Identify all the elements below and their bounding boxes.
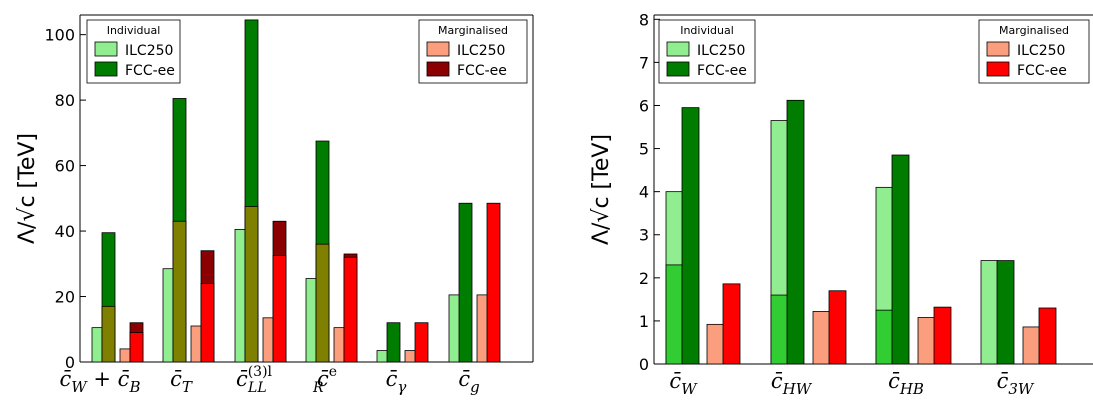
y-tick-label: 1 bbox=[639, 312, 649, 331]
legend-marginalised-label: FCC-ee bbox=[1017, 63, 1067, 79]
bar-3-2 bbox=[812, 311, 831, 365]
bar-3-1 bbox=[706, 323, 725, 365]
y-tick-label: 3 bbox=[639, 226, 649, 245]
legend-marginalised-label: ILC250 bbox=[1017, 43, 1065, 59]
legend-marginalised: Marginalised ILC250 FCC-ee bbox=[978, 19, 1090, 84]
legend-individual-title: Individual bbox=[107, 24, 161, 37]
legend-individual-swatch bbox=[94, 41, 118, 57]
bar-inner-1-1 bbox=[665, 264, 684, 365]
bar-inner-2-3 bbox=[244, 206, 259, 363]
legend-individual-label: FCC-ee bbox=[125, 63, 175, 79]
y-tick-label: 4 bbox=[639, 183, 649, 202]
y-tick-label: 0 bbox=[65, 353, 75, 372]
bar-4-3 bbox=[933, 306, 952, 365]
legend-individual-label: ILC250 bbox=[697, 43, 745, 59]
x-category-label: c̄W bbox=[669, 369, 698, 398]
bar-1-4 bbox=[980, 260, 999, 365]
legend-marginalised-title: Marginalised bbox=[438, 24, 508, 37]
legend-marginalised-title: Marginalised bbox=[999, 24, 1069, 37]
legend-individual: Individual ILC250 FCC-ee bbox=[658, 19, 756, 84]
bar-inner-4-1 bbox=[129, 332, 144, 363]
y-tick-label: 7 bbox=[639, 53, 649, 72]
legend-marginalised-swatch bbox=[426, 61, 450, 77]
bar-inner-4-3 bbox=[272, 255, 287, 363]
bar-2-6 bbox=[458, 202, 473, 363]
bar-3-4 bbox=[1022, 326, 1041, 365]
bar-inner-1-3 bbox=[875, 309, 894, 365]
bar-inner-1-2 bbox=[770, 294, 789, 365]
y-tick-label: 8 bbox=[639, 10, 649, 29]
legend-individual-swatch bbox=[94, 61, 118, 77]
legend-individual-label: FCC-ee bbox=[697, 63, 747, 79]
y-axis-label: Λ/√c [TeV] bbox=[589, 134, 614, 245]
bar-2-1 bbox=[681, 107, 700, 365]
chart-2: 0 1 2 3 4 5 6 7 8 c̄W c̄HW c̄HB c̄3W Λ/√c [TeV] Indivi… bbox=[589, 10, 1093, 398]
y-tick-label: 60 bbox=[55, 157, 75, 176]
bar-2-3 bbox=[891, 154, 910, 365]
legend-individual-swatch bbox=[666, 41, 690, 57]
bar-inner-2-2 bbox=[172, 220, 187, 363]
bar-3-3 bbox=[917, 317, 936, 365]
legend-marginalised-swatch bbox=[426, 41, 450, 57]
bar-4-1 bbox=[722, 283, 741, 365]
x-category-label: c̄γ bbox=[386, 367, 407, 396]
bar-4-4 bbox=[1038, 307, 1057, 365]
bar-4-6 bbox=[486, 202, 501, 363]
legend-individual-label: ILC250 bbox=[125, 43, 173, 59]
legend-marginalised-swatch bbox=[986, 61, 1010, 77]
bar-inner-2-4 bbox=[315, 243, 330, 363]
bar-4-5 bbox=[414, 322, 429, 363]
bar-4-2 bbox=[828, 290, 847, 365]
x-category-label: c̄HB bbox=[888, 369, 924, 398]
x-category-label: c̄W + c̄B bbox=[60, 367, 141, 396]
x-category-label: c̄g bbox=[458, 367, 479, 396]
bar-inner-2-1 bbox=[101, 305, 116, 363]
legend-marginalised: Marginalised ILC250 FCC-ee bbox=[418, 19, 528, 84]
y-tick-label: 2 bbox=[639, 269, 649, 288]
bar-inner-4-2 bbox=[200, 283, 215, 363]
legend-individual-swatch bbox=[666, 61, 690, 77]
bar-2-5 bbox=[386, 322, 401, 363]
chart-1: 0 20 40 60 80 100 c̄W + c̄B c̄T c̄(3)l LL c̄e R c̄γ c… bbox=[15, 14, 534, 396]
legend-marginalised-label: FCC-ee bbox=[457, 63, 507, 79]
y-tick-label: 20 bbox=[55, 288, 75, 307]
y-tick-label: 6 bbox=[639, 96, 649, 115]
bar-inner-4-4 bbox=[343, 256, 358, 363]
legend-marginalised-label: ILC250 bbox=[457, 43, 505, 59]
y-axis-label: Λ/√c [TeV] bbox=[15, 133, 40, 244]
y-tick-label: 5 bbox=[639, 140, 649, 159]
bar-2-4 bbox=[996, 260, 1015, 365]
legend-marginalised-swatch bbox=[986, 41, 1010, 57]
x-category-label: c̄3W bbox=[997, 369, 1035, 398]
y-tick-label: 100 bbox=[44, 26, 75, 45]
legend-individual: Individual ILC250 FCC-ee bbox=[86, 19, 181, 84]
x-category-label: c̄T bbox=[170, 367, 193, 396]
x-category-label: c̄HW bbox=[771, 369, 813, 398]
x-category-label: c̄(3)l LL bbox=[236, 364, 273, 396]
x-category-label: c̄e R bbox=[312, 364, 337, 396]
y-tick-label: 0 bbox=[639, 355, 649, 374]
bar-2-2 bbox=[786, 99, 805, 365]
y-tick-label: 80 bbox=[55, 91, 75, 110]
legend-individual-title: Individual bbox=[680, 24, 734, 37]
y-tick-label: 40 bbox=[55, 222, 75, 241]
